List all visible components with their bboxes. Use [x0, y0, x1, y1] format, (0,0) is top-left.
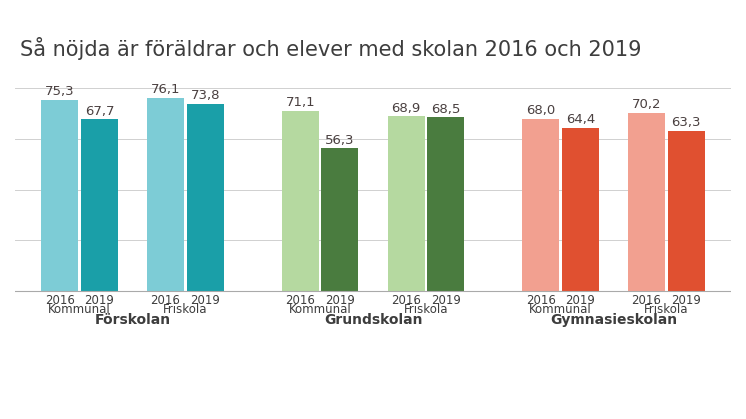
Text: 68,0: 68,0	[526, 104, 556, 117]
Text: 2019: 2019	[430, 294, 460, 307]
Text: 2016: 2016	[286, 294, 316, 307]
Bar	[427, 117, 464, 291]
Text: 56,3: 56,3	[325, 134, 354, 147]
Bar	[562, 128, 599, 291]
Text: 71,1: 71,1	[286, 96, 315, 109]
Bar	[522, 119, 560, 291]
Text: 73,8: 73,8	[190, 89, 220, 102]
Text: 2016: 2016	[151, 294, 181, 307]
Bar	[81, 119, 118, 291]
Text: 70,2: 70,2	[632, 98, 661, 111]
Bar	[147, 98, 184, 291]
Text: Gymnasieskolan: Gymnasieskolan	[550, 313, 677, 327]
Bar	[186, 104, 224, 291]
Text: 75,3: 75,3	[45, 85, 75, 98]
Text: 2019: 2019	[325, 294, 355, 307]
Text: 2016: 2016	[45, 294, 75, 307]
Text: Kommunal: Kommunal	[289, 303, 351, 316]
Text: 2019: 2019	[565, 294, 595, 307]
Text: 63,3: 63,3	[671, 116, 701, 129]
Text: Kommunal: Kommunal	[48, 303, 111, 316]
Bar	[41, 100, 78, 291]
Text: 76,1: 76,1	[151, 83, 181, 96]
Text: 67,7: 67,7	[85, 105, 114, 118]
Bar	[628, 113, 665, 291]
Text: Friskola: Friskola	[644, 303, 689, 316]
Text: Friskola: Friskola	[404, 303, 448, 316]
Text: 2016: 2016	[632, 294, 662, 307]
Text: Friskola: Friskola	[163, 303, 207, 316]
Text: Förskolan: Förskolan	[95, 313, 171, 327]
Text: 2016: 2016	[391, 294, 421, 307]
Text: 68,5: 68,5	[431, 103, 460, 116]
Text: 2019: 2019	[84, 294, 114, 307]
Text: 2019: 2019	[190, 294, 220, 307]
Bar	[322, 148, 359, 291]
Bar	[668, 131, 705, 291]
Text: Grundskolan: Grundskolan	[324, 313, 422, 327]
Text: 2019: 2019	[671, 294, 701, 307]
Text: 2016: 2016	[526, 294, 556, 307]
Text: 64,4: 64,4	[565, 113, 595, 126]
Text: Kommunal: Kommunal	[529, 303, 592, 316]
Bar	[282, 111, 319, 291]
Text: 68,9: 68,9	[392, 101, 421, 114]
Bar	[387, 116, 424, 291]
Text: Så nöjda är föräldrar och elever med skolan 2016 och 2019: Så nöjda är föräldrar och elever med sko…	[20, 37, 642, 60]
